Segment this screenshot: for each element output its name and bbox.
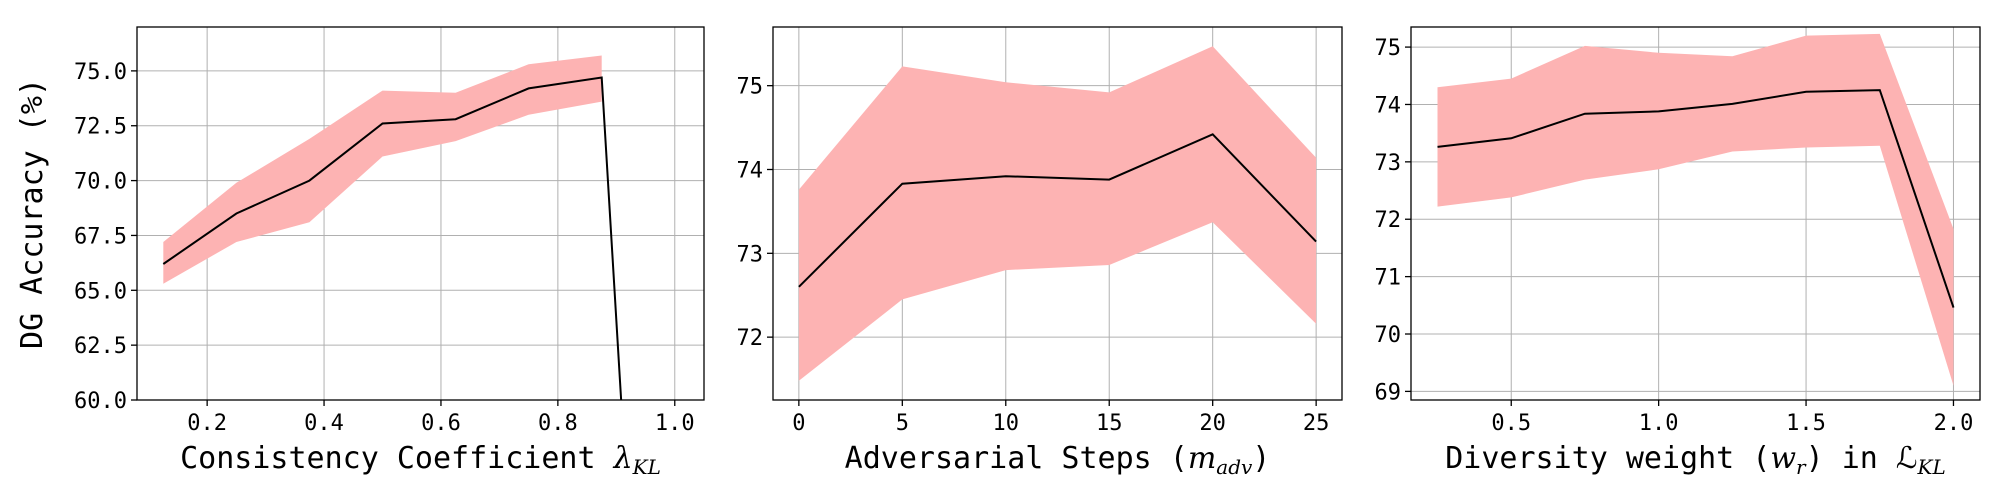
chart-panel-adversarial-steps: 0 5 10 15 20 25 72 73 74 75 Adversarial Steps (mad…	[737, 26, 1343, 479]
x-tick-label: 10	[993, 411, 1020, 436]
x-axis-label-text: Diversity weight (	[1445, 441, 1770, 476]
x-tick-label: 2.0	[1934, 411, 1974, 436]
y-tick-label: 72	[1375, 208, 1402, 233]
x-axis-label-symbol: m	[1188, 441, 1216, 476]
x-tick-label: 0	[792, 411, 805, 436]
y-axis-label: DG Accuracy (%)	[15, 78, 50, 349]
x-tick-label: 0.6	[421, 411, 461, 436]
x-tick-label: 0.2	[187, 411, 227, 436]
std-band	[1437, 33, 1954, 386]
y-tick-label: 70	[1375, 323, 1402, 348]
x-tick-label: 0.5	[1491, 411, 1531, 436]
y-tick-label: 74	[1375, 93, 1402, 118]
x-axis-label: Adversarial Steps (madv)	[845, 441, 1271, 479]
x-axis-label-suffix: )	[1252, 441, 1270, 476]
plot-frame	[1410, 26, 1981, 401]
x-axis-label-symbol: w	[1770, 441, 1796, 476]
chart-panel-diversity-weight: 0.5 1.0 1.5 2.0 69 70 71 72 73 74 75 Diversity weig…	[1375, 26, 1981, 479]
y-tick-label: 71	[1375, 266, 1402, 291]
y-tick-label: 65.0	[74, 279, 127, 304]
y-tick-label: 70.0	[74, 170, 127, 195]
y-tick-label: 69	[1375, 380, 1402, 405]
plot-frame	[136, 26, 705, 401]
x-axis-label-subscript: KL	[632, 455, 661, 479]
y-tick-label: 62.5	[74, 334, 127, 359]
mean-line	[798, 133, 1317, 288]
x-axis-label-subscript: r	[1796, 455, 1807, 479]
y-tick-label: 72.5	[74, 115, 127, 140]
x-axis-label-text: Consistency Coefficient	[180, 441, 613, 476]
x-tick-label: 0.8	[538, 411, 578, 436]
std-band	[163, 55, 602, 284]
x-axis-label-text: Adversarial Steps (	[845, 441, 1188, 476]
x-axis-label: Diversity weight (wr) in ℒKL	[1445, 441, 1946, 479]
x-axis-label-suffix: ) in ℒ	[1806, 441, 1918, 476]
y-tick-label: 75	[737, 75, 764, 100]
y-tick-label: 67.5	[74, 224, 127, 249]
x-tick-label: 20	[1199, 411, 1226, 436]
x-tick-label: 15	[1096, 411, 1123, 436]
x-tick-label: 0.4	[304, 411, 344, 436]
x-axis-label-subscript-2: KL	[1917, 455, 1946, 479]
y-tick-label: 73	[1375, 151, 1402, 176]
mean-line	[162, 76, 623, 400]
x-tick-label: 1.0	[1639, 411, 1679, 436]
chart-panel-consistency-coefficient: 0.2 0.4 0.6 0.8 1.0 60.0 62.5 65.0 67.5 70.0 72.5 7…	[15, 26, 705, 479]
x-axis-label-subscript: adv	[1216, 455, 1253, 479]
plot-frame	[772, 26, 1343, 401]
mean-line	[1437, 89, 1955, 308]
x-tick-label: 1.0	[655, 411, 695, 436]
y-tick-label: 60.0	[74, 389, 127, 414]
y-tick-label: 72	[737, 326, 764, 351]
x-tick-label: 25	[1303, 411, 1330, 436]
x-axis-label-symbol: λ	[613, 441, 633, 476]
std-band	[798, 46, 1317, 381]
x-axis-label: Consistency Coefficient λKL	[180, 441, 661, 479]
y-tick-label: 73	[737, 242, 764, 267]
y-tick-label: 75.0	[74, 60, 127, 85]
y-tick-label: 75	[1375, 36, 1402, 61]
x-tick-label: 5	[896, 411, 909, 436]
x-tick-label: 1.5	[1786, 411, 1826, 436]
y-tick-label: 74	[737, 158, 764, 183]
